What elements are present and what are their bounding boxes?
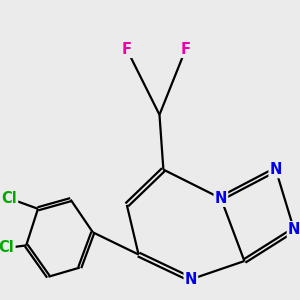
Text: Cl: Cl (0, 241, 14, 256)
Text: Cl: Cl (1, 191, 17, 206)
Text: N: N (215, 191, 227, 206)
Text: N: N (270, 162, 282, 177)
Text: N: N (288, 222, 300, 237)
Text: F: F (122, 42, 132, 57)
Text: F: F (181, 42, 190, 57)
Text: N: N (184, 272, 197, 287)
